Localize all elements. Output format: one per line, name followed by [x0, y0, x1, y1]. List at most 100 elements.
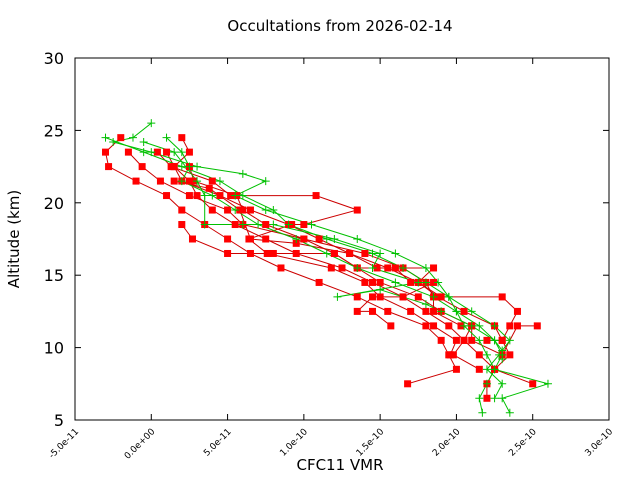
- data-point-square: [407, 278, 415, 286]
- data-point-square: [430, 322, 438, 330]
- data-point-plus: [368, 263, 377, 272]
- data-point-square: [376, 278, 384, 286]
- data-point-plus: [254, 220, 263, 229]
- data-point-square: [262, 221, 270, 229]
- data-point-square: [369, 278, 377, 286]
- data-point-square: [483, 394, 491, 402]
- data-point-square: [445, 322, 453, 330]
- data-point-square: [422, 307, 430, 315]
- data-point-plus: [261, 206, 270, 215]
- data-point-square: [315, 235, 323, 243]
- data-point-plus: [128, 133, 137, 142]
- data-point-square: [262, 235, 270, 243]
- data-point-plus: [193, 162, 202, 171]
- data-point-plus: [498, 346, 507, 355]
- data-point-plus: [475, 336, 484, 345]
- series-line: [105, 137, 511, 399]
- data-point-square: [414, 293, 422, 301]
- data-point-square: [437, 293, 445, 301]
- data-point-plus: [452, 307, 461, 316]
- data-point-square: [178, 134, 186, 142]
- data-point-square: [338, 264, 346, 272]
- data-point-plus: [421, 278, 430, 287]
- data-point-square: [506, 322, 514, 330]
- data-point-square: [236, 206, 244, 214]
- data-point-square: [369, 307, 377, 315]
- data-point-square: [216, 192, 224, 200]
- data-point-square: [312, 192, 320, 200]
- data-point-plus: [353, 263, 362, 272]
- x-tick-label: 2.5e-10: [507, 427, 539, 459]
- data-point-plus: [421, 263, 430, 272]
- data-point-square: [446, 351, 454, 359]
- series-line: [104, 137, 458, 385]
- x-tick-label: 0.0e+00: [123, 427, 158, 462]
- data-point-plus: [391, 278, 400, 287]
- data-point-square: [227, 192, 235, 200]
- data-point-plus: [376, 249, 385, 258]
- data-point-plus: [475, 321, 484, 330]
- data-point-square: [460, 336, 468, 344]
- data-point-square: [188, 235, 196, 243]
- data-point-square: [460, 307, 468, 315]
- data-point-square: [452, 336, 460, 344]
- data-point-plus: [353, 235, 362, 243]
- data-point-plus: [284, 220, 293, 229]
- data-point-square: [452, 365, 460, 373]
- data-point-square: [292, 239, 300, 247]
- x-tick-label: 1.0e-10: [278, 427, 310, 459]
- data-point-plus: [467, 307, 476, 316]
- data-point-square: [224, 206, 232, 214]
- data-point-square: [353, 293, 361, 301]
- data-point-plus: [444, 292, 453, 301]
- data-point-square: [178, 221, 186, 229]
- data-point-square: [506, 351, 514, 359]
- data-point-square: [399, 293, 407, 301]
- data-point-plus: [261, 177, 270, 186]
- data-point-plus: [109, 137, 118, 146]
- data-point-square: [185, 192, 193, 200]
- y-tick-label: 25: [44, 121, 64, 140]
- data-point-square: [277, 264, 285, 272]
- data-point-plus: [238, 191, 247, 200]
- data-point-square: [475, 351, 483, 359]
- data-point-square: [475, 365, 483, 373]
- data-point-square: [224, 235, 232, 243]
- data-point-plus: [482, 379, 491, 388]
- data-point-square: [105, 163, 113, 171]
- data-point-plus: [177, 177, 186, 186]
- data-point-square: [422, 322, 430, 330]
- data-point-plus: [231, 191, 240, 200]
- data-point-square: [384, 307, 392, 315]
- data-point-square: [353, 206, 361, 214]
- data-point-square: [193, 192, 201, 200]
- series-markers: [101, 119, 552, 417]
- data-point-square: [124, 148, 132, 156]
- data-point-square: [407, 307, 415, 315]
- data-point-plus: [185, 162, 194, 171]
- data-point-square: [246, 235, 254, 243]
- data-point-square: [185, 148, 193, 156]
- data-point-plus: [543, 379, 552, 388]
- data-point-plus: [482, 350, 491, 359]
- y-tick-label: 20: [44, 194, 64, 213]
- data-point-square: [246, 206, 254, 214]
- x-tick-label: 1.5e-10: [355, 427, 387, 459]
- data-point-plus: [200, 220, 209, 229]
- data-point-plus: [498, 355, 507, 364]
- data-point-square: [373, 264, 381, 272]
- data-point-plus: [490, 336, 499, 345]
- data-point-plus: [368, 249, 377, 258]
- data-point-plus: [170, 148, 179, 157]
- data-point-square: [231, 221, 239, 229]
- data-point-plus: [498, 379, 507, 388]
- data-point-plus: [490, 365, 499, 374]
- data-point-square: [498, 293, 506, 301]
- data-point-square: [533, 322, 541, 330]
- data-point-plus: [490, 321, 499, 330]
- data-point-square: [102, 148, 110, 156]
- series-line: [173, 137, 533, 385]
- x-axis: -5.0e-11 0.0e+00 5.0e-11 1.0e-10 1.5e-10 2.0e…: [47, 58, 615, 462]
- data-point-square: [315, 278, 323, 286]
